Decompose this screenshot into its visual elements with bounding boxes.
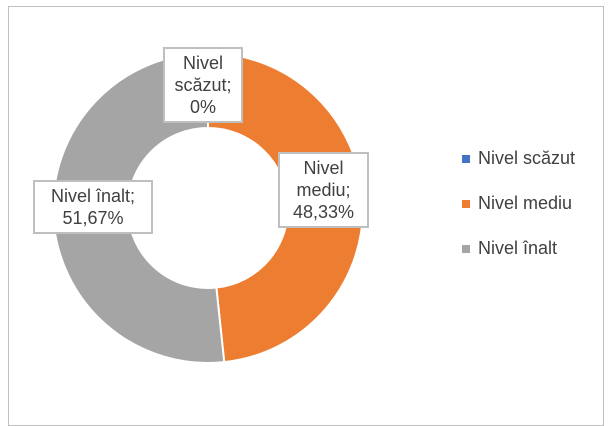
legend-entry: Nivel mediu xyxy=(462,193,572,214)
chart: Nivel scăzut; 0% Nivel mediu; 48,33% Nivel… xyxy=(8,6,604,426)
data-label: Nivel mediu; 48,33% xyxy=(278,152,369,228)
legend-swatch xyxy=(462,154,470,163)
data-label: Nivel înalt; 51,67% xyxy=(33,180,153,234)
legend-label: Nivel mediu xyxy=(478,193,573,213)
legend-entry: Nivel scăzut xyxy=(462,148,575,169)
legend-label: Nivel înalt xyxy=(478,238,558,258)
plot xyxy=(52,51,364,364)
data-label: Nivel scăzut; 0% xyxy=(163,47,243,123)
legend-swatch xyxy=(462,199,470,208)
legend-label: Nivel scăzut xyxy=(478,148,576,168)
legend-entry: Nivel înalt xyxy=(462,238,557,259)
legend-swatch xyxy=(462,244,470,253)
donut-segment xyxy=(52,51,226,364)
